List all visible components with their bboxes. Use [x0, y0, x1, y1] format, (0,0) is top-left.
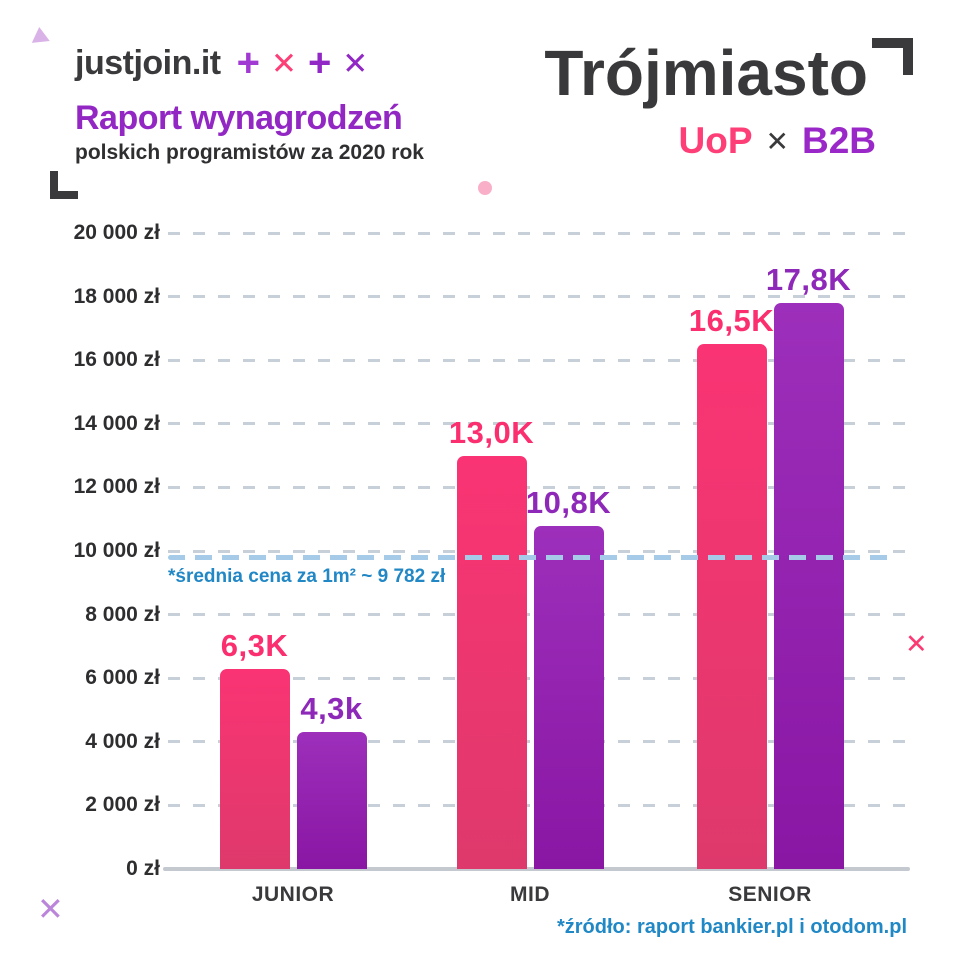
y-axis-tick-label: 20 000 zł	[73, 221, 160, 244]
x-axis-category-label: SENIOR	[728, 883, 812, 906]
logo-marks: + ✕ + ✕	[236, 41, 369, 85]
logo-row: justjoin.it + ✕ + ✕	[75, 41, 369, 85]
contract-legend: UoP ✕ B2B	[679, 120, 877, 162]
y-axis-tick-label: 2 000 zł	[85, 793, 160, 817]
corner-bracket-icon	[50, 171, 78, 199]
bar-junior-b2b	[296, 732, 367, 869]
report-title: Raport wynagrodzeń	[75, 99, 403, 137]
avg-price-label: *średnia cena za 1m² ~ 9 782 zł	[168, 565, 446, 587]
legend-uop-label: UoP	[678, 120, 753, 161]
bar-junior-uop	[219, 668, 290, 869]
x-icon: ✕	[342, 46, 369, 81]
x-icon: ✕	[270, 46, 297, 81]
y-axis-tick-label: 0 zł	[126, 857, 160, 880]
plus-icon: +	[236, 41, 260, 85]
y-axis-tick-label: 18 000 zł	[73, 284, 160, 308]
justjoinit-logo[interactable]: justjoin.it	[75, 44, 221, 82]
x-axis-category-label: JUNIOR	[251, 883, 335, 906]
source-note: *źródło: raport bankier.pl i otodom.pl	[556, 916, 907, 938]
dot-decor-icon	[478, 181, 492, 195]
x-axis-line	[163, 867, 910, 871]
legend-b2b-label: B2B	[801, 120, 876, 161]
bar-senior-uop	[696, 344, 767, 869]
bar-value-label: 16,5K	[688, 303, 775, 339]
y-axis-tick-label: 16 000 zł	[73, 348, 160, 372]
bar-mid-uop	[456, 455, 527, 869]
bar-value-label: 17,8K	[765, 261, 852, 297]
corner-bracket-icon	[872, 38, 913, 75]
y-axis-tick-label: 8 000 zł	[85, 602, 160, 626]
bar-value-label: 10,8K	[525, 484, 612, 520]
page-title: Trójmiasto	[544, 37, 868, 109]
bar-senior-b2b	[773, 302, 844, 869]
y-axis-tick-label: 14 000 zł	[73, 411, 160, 435]
bar-value-label: 4,3k	[300, 691, 363, 727]
x-decor-icon: ✕	[37, 891, 64, 927]
gridline	[168, 231, 910, 235]
x-decor-icon: ✕	[905, 629, 928, 659]
gridline	[168, 295, 910, 299]
x-icon: ✕	[765, 125, 789, 157]
gridline	[168, 485, 910, 489]
report-subtitle: polskich programistów za 2020 rok	[75, 141, 424, 164]
bar-value-label: 6,3K	[220, 627, 289, 663]
y-axis-tick-label: 12 000 zł	[73, 475, 160, 499]
gridline	[168, 422, 910, 426]
bar-value-label: 13,0K	[448, 414, 535, 450]
bar-mid-b2b	[533, 525, 604, 869]
triangle-decor-icon	[30, 26, 50, 43]
y-axis-tick-label: 6 000 zł	[85, 666, 160, 690]
x-axis-category-label: MID	[510, 883, 550, 906]
avg-price-reference-line	[168, 555, 893, 561]
plus-icon: +	[307, 41, 332, 85]
gridline	[168, 358, 910, 362]
y-axis-tick-label: 10 000 zł	[73, 539, 160, 562]
y-axis-tick-label: 4 000 zł	[85, 729, 160, 753]
